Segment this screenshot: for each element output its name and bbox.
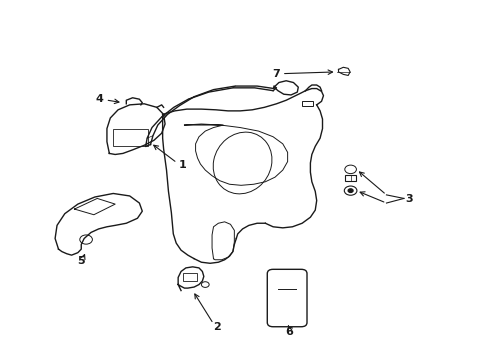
Text: 7: 7	[272, 69, 280, 79]
Circle shape	[348, 189, 353, 192]
Text: 5: 5	[77, 256, 85, 266]
Text: 1: 1	[179, 160, 187, 170]
Text: 2: 2	[213, 322, 221, 332]
Text: 6: 6	[286, 327, 294, 337]
Text: 3: 3	[405, 194, 413, 204]
Text: 4: 4	[96, 94, 103, 104]
